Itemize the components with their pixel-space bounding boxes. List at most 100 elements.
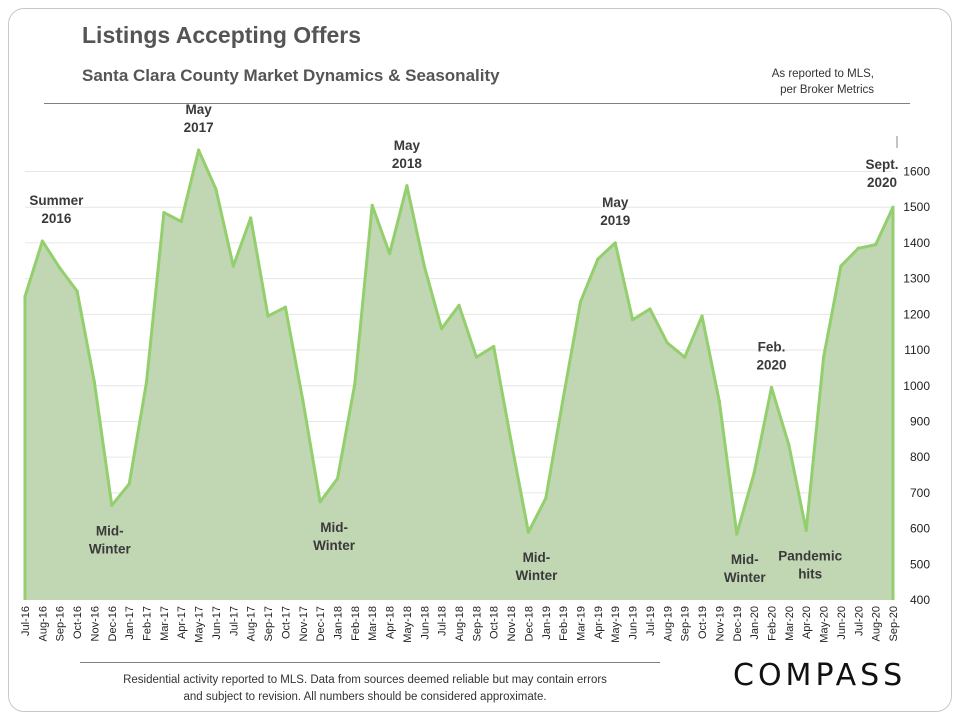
y-axis-ticks: 400 500 600 700 800 900 1000 1100 1200 1300 1400 15… <box>896 136 930 607</box>
source-note-line1: As reported to MLS, <box>771 68 874 80</box>
x-tick-label: Jun-17 <box>211 606 223 640</box>
data-point <box>440 327 444 331</box>
annotation-label: May 2017 <box>184 102 214 135</box>
data-point <box>613 241 617 245</box>
x-tick-label: Mar-18 <box>367 606 379 641</box>
y-tick-label: 1300 <box>903 272 930 286</box>
data-point <box>283 305 287 309</box>
x-tick-label: Jul-17 <box>228 606 240 636</box>
data-point <box>509 439 513 443</box>
disclaimer: Residential activity reported to MLS. Da… <box>60 672 670 706</box>
y-tick-label: 1500 <box>903 200 930 214</box>
disclaimer-line2: and subject to revision. All numbers sho… <box>183 691 547 703</box>
x-tick-label: Jan-17 <box>124 606 136 640</box>
annotation-label: Feb. 2020 <box>756 340 786 373</box>
x-tick-label: May-17 <box>194 606 206 643</box>
x-axis-ticks: Jul-16 Aug-16 Sep-16 Oct-16 Nov-16 Dec-16 Jan-… <box>20 606 900 643</box>
data-point <box>752 471 756 475</box>
data-point <box>110 503 114 507</box>
data-point <box>735 532 739 536</box>
data-point <box>92 380 97 384</box>
y-tick-label: 900 <box>910 414 930 428</box>
annotation-line: Summer <box>29 193 84 208</box>
annotation-line: hits <box>798 566 822 581</box>
x-tick-label: Aug-19 <box>662 606 674 641</box>
x-tick-label: Nov-18 <box>506 606 518 641</box>
annotation-line: Mid- <box>96 523 124 538</box>
y-tick-label: 1000 <box>903 379 930 393</box>
data-point <box>683 355 687 359</box>
data-point <box>335 476 340 481</box>
data-point <box>561 396 565 400</box>
annotation-label: Mid- Winter <box>724 552 767 585</box>
x-tick-label: Jan-19 <box>541 606 553 640</box>
area-chart: 400 500 600 700 800 900 1000 1100 1200 1300 1400 15… <box>20 102 930 643</box>
data-point <box>596 257 600 261</box>
annotation-line: 2018 <box>392 156 423 171</box>
data-point <box>769 385 774 390</box>
x-tick-label: Oct-17 <box>280 606 292 639</box>
x-tick-label: Sep-17 <box>263 606 275 641</box>
annotation-line: Feb. <box>758 340 786 355</box>
data-point <box>787 443 791 447</box>
y-tick-label: 1400 <box>903 236 930 250</box>
annotation-label: May 2018 <box>392 138 423 171</box>
x-tick-label: Nov-19 <box>714 606 726 641</box>
x-tick-label: Dec-18 <box>523 606 535 641</box>
annotation-line: 2017 <box>184 120 214 135</box>
data-point <box>474 355 478 359</box>
x-tick-label: Aug-20 <box>871 606 883 641</box>
annotation-line: May <box>394 138 421 153</box>
data-point <box>839 264 843 268</box>
y-tick-label: 400 <box>910 593 930 607</box>
x-tick-label: Dec-16 <box>107 606 119 641</box>
data-point <box>891 205 895 209</box>
annotation-label: Sept. 2020 <box>865 157 898 190</box>
source-note: As reported to MLS, per Broker Metrics <box>734 66 874 98</box>
x-tick-label: Apr-17 <box>176 606 188 639</box>
annotation-line: Mid- <box>320 520 348 535</box>
x-tick-label: Jun-20 <box>836 606 848 640</box>
annotation-label: Summer 2016 <box>29 193 84 226</box>
disclaimer-line1: Residential activity reported to MLS. Da… <box>123 674 607 686</box>
annotation-line: Winter <box>313 538 356 553</box>
data-point <box>665 341 669 345</box>
y-tick-label: 700 <box>910 486 930 500</box>
x-tick-label: Nov-16 <box>89 606 101 641</box>
x-tick-label: May-19 <box>610 606 622 643</box>
data-point <box>127 482 131 486</box>
x-tick-label: Apr-18 <box>385 606 397 639</box>
x-tick-label: Mar-19 <box>576 606 588 641</box>
data-point <box>231 264 235 268</box>
data-point <box>387 252 392 256</box>
annotation-line: Mid- <box>523 550 551 565</box>
x-tick-label: Feb-17 <box>142 606 154 641</box>
annotation-label: Pandemic hits <box>778 548 842 581</box>
compass-logo: COMPASS <box>733 658 907 693</box>
data-point <box>631 318 635 322</box>
x-tick-label: Jul-19 <box>645 606 657 636</box>
data-point <box>40 239 44 243</box>
data-point <box>197 148 201 152</box>
data-point <box>526 530 531 534</box>
x-tick-label: Feb-20 <box>766 606 778 641</box>
header-divider <box>44 103 910 104</box>
x-tick-label: Apr-19 <box>593 606 605 639</box>
x-tick-label: Feb-18 <box>350 606 362 641</box>
annotation-label: May 2019 <box>600 195 630 228</box>
annotation-label: Mid- Winter <box>313 520 356 553</box>
x-tick-label: Jul-20 <box>853 606 865 636</box>
data-point <box>353 382 357 386</box>
annotation-line: 2016 <box>41 211 72 226</box>
data-area <box>23 148 895 600</box>
source-note-line2: per Broker Metrics <box>780 84 874 96</box>
x-tick-label: Mar-20 <box>784 606 796 641</box>
data-point <box>23 294 27 299</box>
data-point <box>492 344 496 349</box>
annotation-line: Winter <box>515 568 558 583</box>
x-tick-label: Sep-19 <box>680 606 692 641</box>
x-tick-label: Mar-17 <box>159 606 171 641</box>
data-point <box>301 398 305 402</box>
x-tick-label: Sep-18 <box>471 606 483 641</box>
x-tick-label: Jul-18 <box>437 606 449 636</box>
